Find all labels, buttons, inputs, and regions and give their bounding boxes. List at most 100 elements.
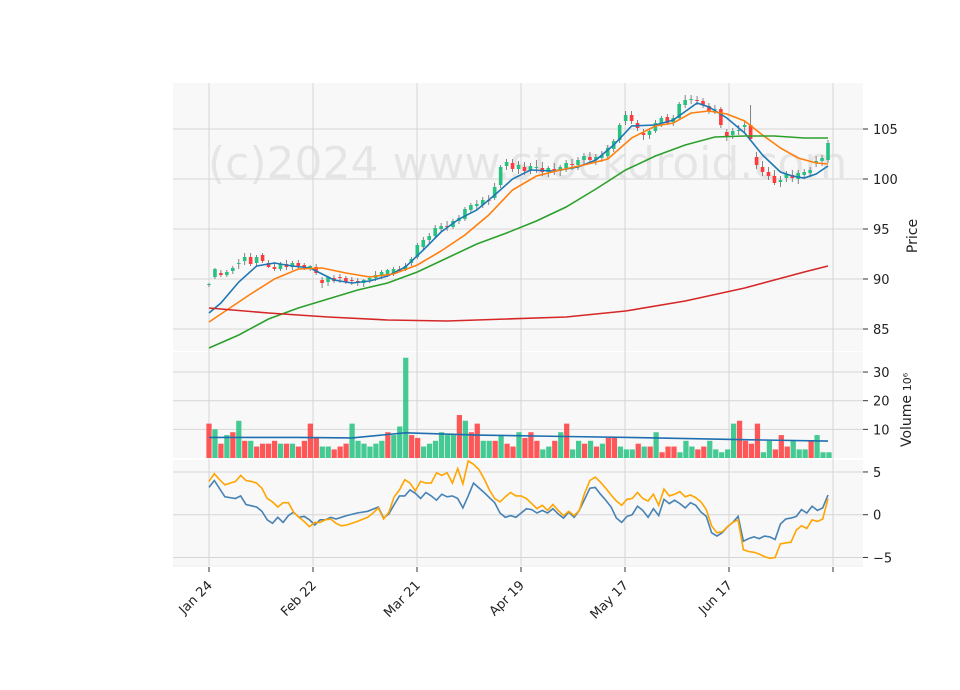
volume-bar	[653, 432, 659, 458]
volume-bar	[564, 423, 570, 458]
candle	[242, 253, 247, 265]
candle	[826, 140, 830, 163]
volume-bars	[206, 357, 832, 458]
oscillator-panel	[173, 460, 863, 566]
candle-body	[725, 132, 729, 137]
moving-average-line	[208, 135, 828, 349]
volume-bar	[361, 443, 367, 458]
candle-body	[278, 264, 283, 269]
volume-bar	[331, 449, 337, 458]
candle	[433, 225, 437, 239]
volume-bar	[289, 443, 296, 458]
volume-bar	[379, 440, 385, 458]
volume-bar	[492, 440, 498, 458]
volume-bar	[295, 446, 302, 458]
volume-bar	[814, 435, 820, 458]
candle	[236, 259, 241, 269]
candle-body	[719, 109, 723, 125]
candle	[475, 200, 479, 210]
candle-body	[510, 163, 515, 169]
volume-bar	[784, 446, 790, 458]
volume-bar	[438, 432, 445, 458]
volume-bar	[498, 435, 504, 458]
candle	[766, 167, 771, 180]
candle	[207, 283, 211, 287]
candle-body	[492, 187, 497, 198]
candle	[588, 152, 592, 163]
volume-bar	[683, 440, 689, 458]
candle-body	[558, 167, 562, 171]
oscillator-line	[208, 459, 829, 560]
volume-bar	[420, 446, 427, 458]
candle-body	[689, 99, 693, 100]
oscillator-y-tick-label: 5	[873, 466, 881, 481]
candle	[582, 153, 586, 164]
candle-body	[445, 226, 449, 227]
candle-body	[296, 263, 301, 266]
candle-body	[350, 280, 354, 281]
volume-bar	[522, 437, 528, 458]
volume-bar	[725, 449, 731, 458]
candle-body	[826, 143, 830, 160]
volume-bar	[581, 443, 588, 458]
candle-body	[677, 104, 682, 118]
candle-body	[778, 180, 783, 182]
volume-bar	[468, 432, 474, 458]
candle-body	[683, 100, 687, 105]
price-y-tick-label: 100	[873, 173, 898, 188]
candle-body	[772, 176, 777, 183]
candle	[504, 159, 509, 170]
candle	[760, 161, 765, 176]
candle	[814, 156, 818, 167]
candle-body	[766, 172, 771, 176]
candle	[689, 95, 693, 104]
volume-bar	[605, 437, 612, 458]
candle-body	[623, 115, 628, 121]
candle-body	[713, 109, 717, 110]
candle	[427, 233, 432, 243]
volume-bar	[587, 440, 594, 458]
x-tick-label: Mar 21	[381, 578, 424, 621]
candle	[748, 105, 753, 139]
volume-bar	[534, 440, 540, 458]
candle-body	[475, 204, 479, 206]
volume-bar	[212, 429, 218, 458]
candle	[463, 207, 467, 221]
candle-body	[564, 163, 568, 168]
volume-bar	[671, 446, 677, 458]
volume-bar	[349, 423, 355, 458]
volume-axis-label: Volume	[899, 395, 915, 447]
volume-bar	[319, 446, 325, 458]
candle-body	[439, 226, 443, 229]
price-panel-bg	[173, 83, 863, 351]
candle	[314, 264, 318, 275]
oscillator-y-tick-label: −5	[873, 551, 892, 566]
volume-axis-exponent: 10⁶	[901, 372, 914, 391]
candle-body	[225, 272, 229, 275]
gridlines	[173, 83, 863, 566]
candle	[552, 163, 557, 175]
volume-bar	[689, 446, 695, 458]
volume-y-tick-label: 30	[873, 366, 890, 381]
candle-body	[272, 267, 277, 269]
candle-body	[522, 167, 527, 171]
candle-body	[213, 269, 217, 277]
candle-body	[707, 106, 711, 111]
volume-bar	[236, 420, 242, 458]
volume-bar	[766, 440, 773, 458]
candle	[719, 107, 723, 128]
volume-bar	[695, 449, 701, 458]
candle-body	[820, 158, 824, 161]
volume-bar	[301, 440, 308, 458]
candle-body	[665, 117, 670, 123]
volume-bar	[260, 443, 266, 458]
x-tick-label: May 17	[588, 578, 632, 622]
candle-body	[748, 125, 753, 139]
candle-body	[516, 165, 521, 169]
candle-body	[814, 161, 818, 163]
volume-bar	[397, 426, 403, 458]
volume-bar	[760, 452, 767, 458]
volume-bar	[271, 440, 278, 458]
candle-body	[605, 148, 610, 156]
